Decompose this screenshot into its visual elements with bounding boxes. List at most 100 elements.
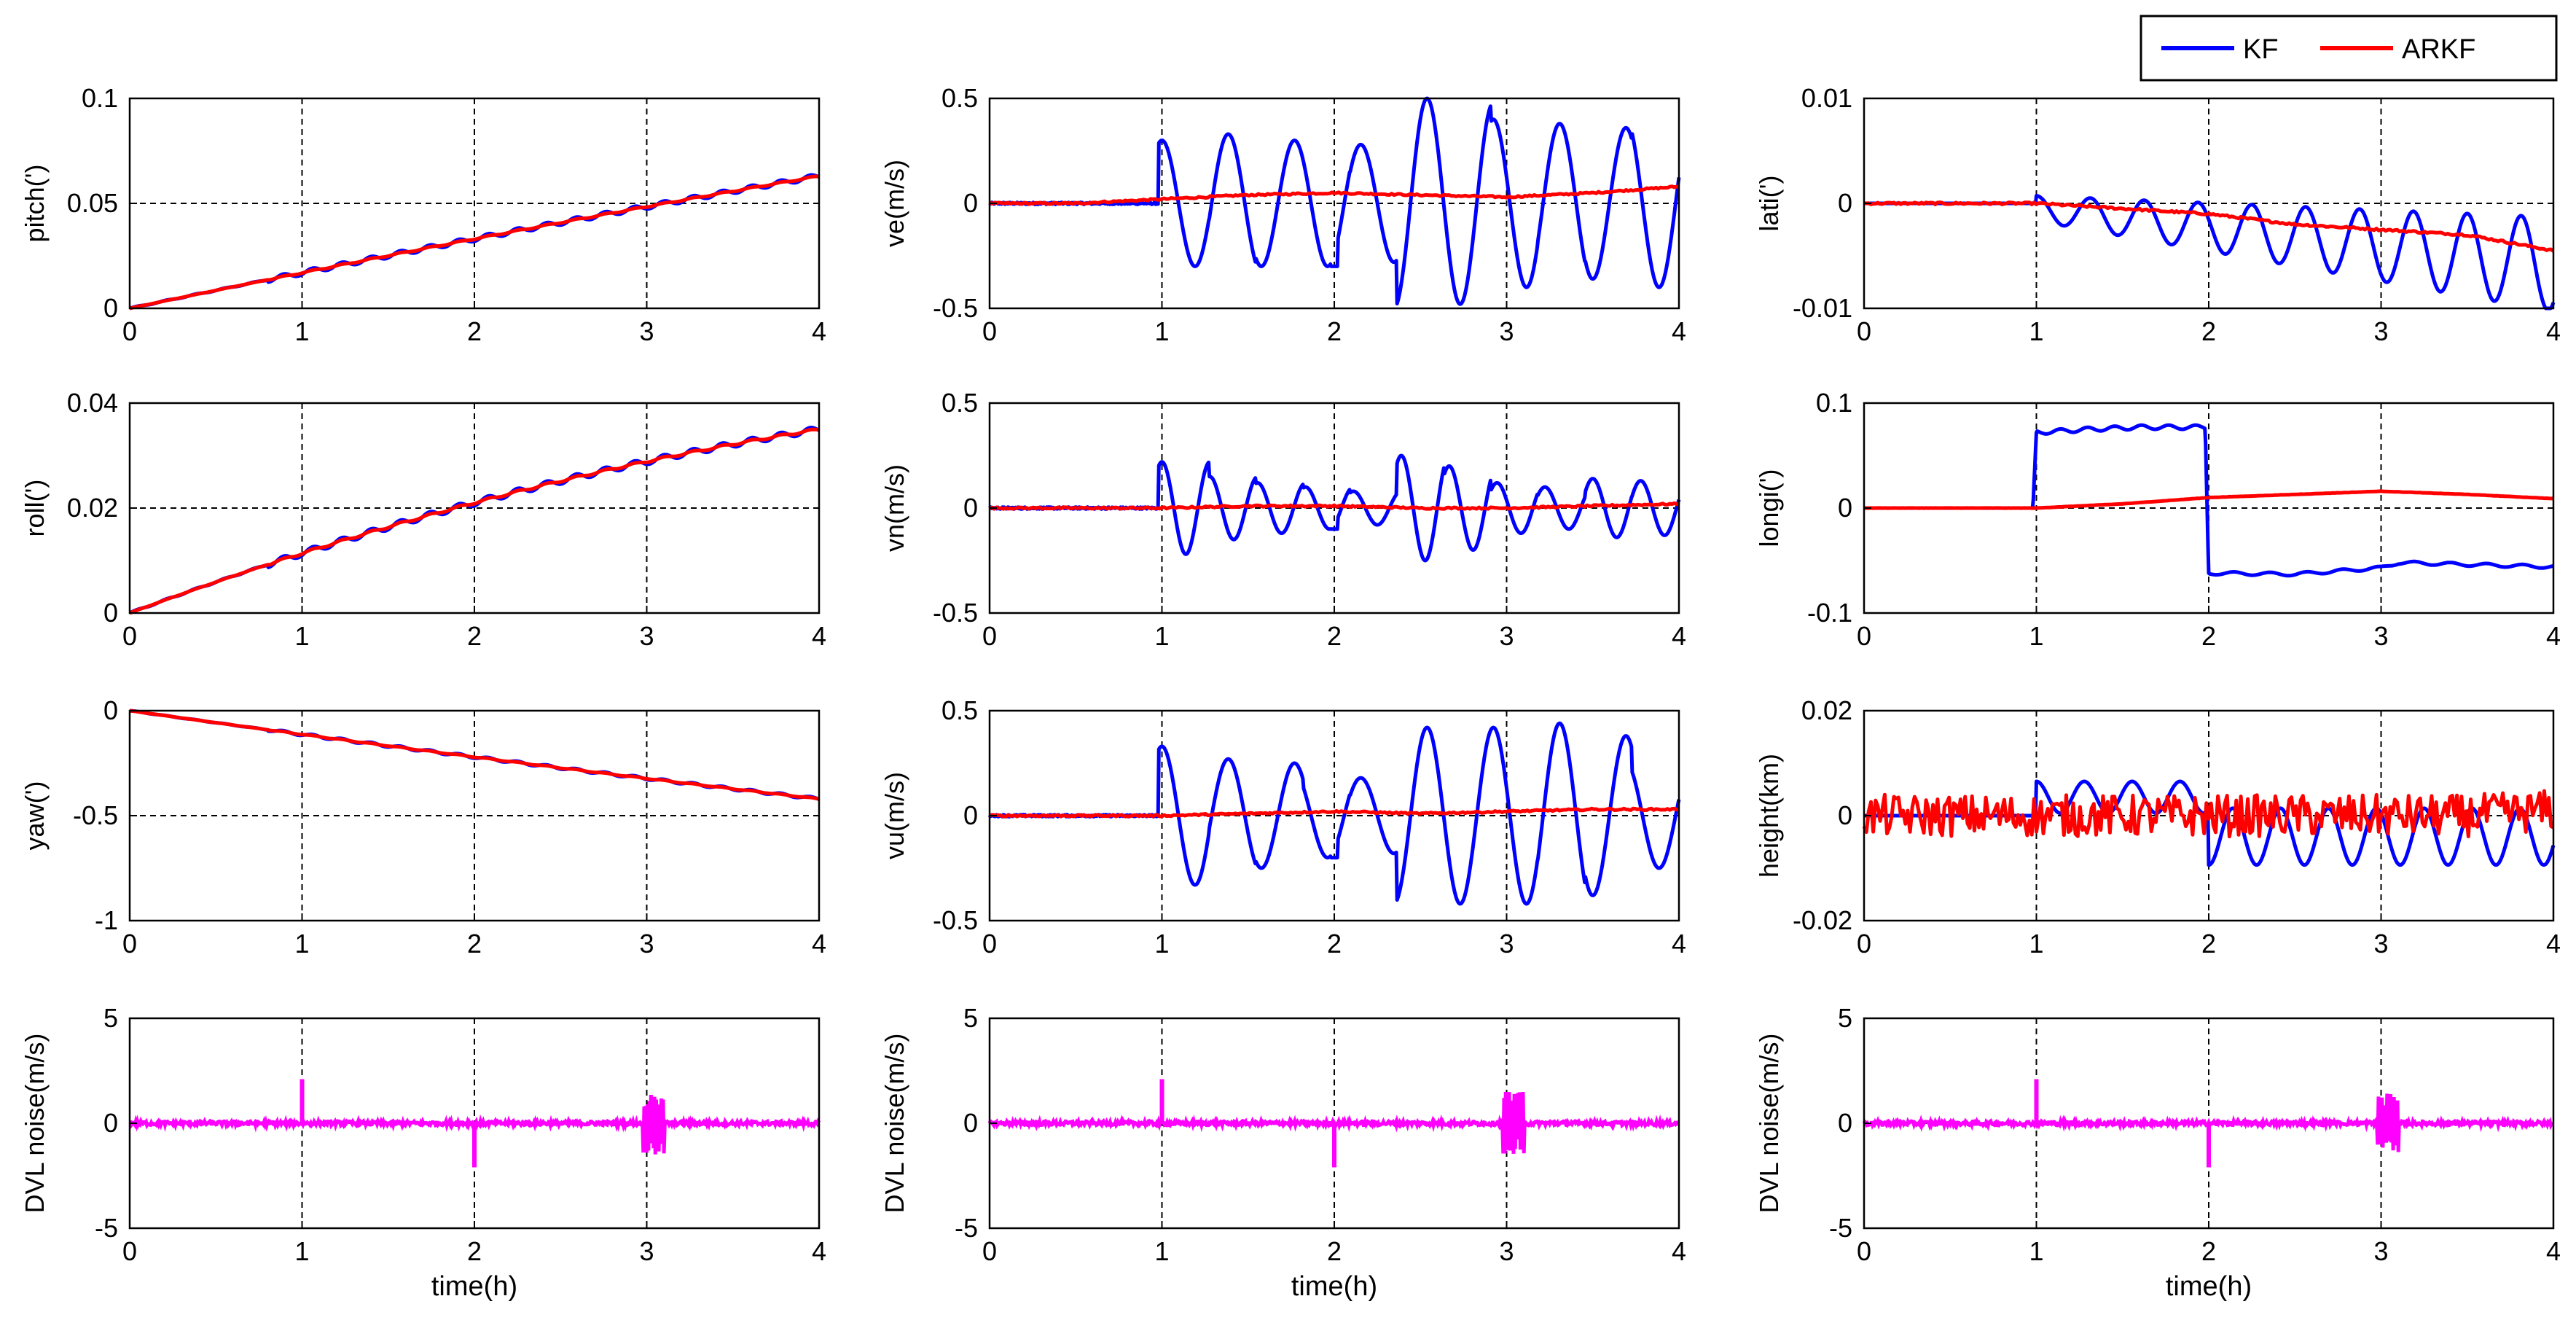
y-tick-label: 0.04 xyxy=(67,388,118,418)
y-tick-label: 0 xyxy=(963,1108,978,1138)
x-tick-label: 3 xyxy=(2373,316,2388,346)
x-tick-label: 0 xyxy=(1857,316,1871,346)
panel-4: 0 1 2 3 4 0 0.02 0.04 roll(') xyxy=(20,388,826,651)
x-tick-label: 2 xyxy=(2201,1236,2216,1266)
arkf-series xyxy=(1863,200,2555,253)
x-tick-label: 4 xyxy=(812,621,826,651)
x-tick-label: 1 xyxy=(1154,621,1169,651)
x-tick-label: 2 xyxy=(467,621,482,651)
noise-series xyxy=(1862,1093,2555,1152)
y-axis-label: DVL noise(m/s) xyxy=(1754,1034,1784,1214)
y-tick-label: 0 xyxy=(1838,188,1852,218)
y-axis-label: vn(m/s) xyxy=(880,464,909,552)
y-axis-label: height(km) xyxy=(1754,754,1784,878)
y-tick-label: 5 xyxy=(1838,1003,1852,1033)
arkf-series xyxy=(1862,789,2555,839)
y-axis-label: yaw(') xyxy=(20,781,50,851)
arkf-series xyxy=(129,709,820,801)
x-tick-label: 0 xyxy=(1857,929,1871,959)
y-tick-label: 0.02 xyxy=(1801,695,1852,725)
x-tick-label: 3 xyxy=(639,621,654,651)
y-tick-label: 0.1 xyxy=(82,83,118,113)
x-tick-label: 2 xyxy=(1327,1236,1342,1266)
x-tick-label: 1 xyxy=(294,316,309,346)
y-tick-label: -0.5 xyxy=(933,905,978,935)
y-tick-label: -0.1 xyxy=(1807,598,1852,628)
arkf-series xyxy=(129,174,820,311)
legend: KF ARKF xyxy=(2140,15,2558,82)
x-tick-label: 4 xyxy=(1672,1236,1686,1266)
x-tick-label: 3 xyxy=(1499,1236,1514,1266)
y-tick-label: 0.5 xyxy=(941,695,978,725)
x-tick-label: 4 xyxy=(1672,316,1686,346)
y-tick-label: -5 xyxy=(955,1213,978,1243)
y-tick-label: -0.5 xyxy=(933,598,978,628)
x-tick-label: 3 xyxy=(639,929,654,959)
y-tick-label: 5 xyxy=(103,1003,118,1033)
x-tick-label: 2 xyxy=(1327,316,1342,346)
x-tick-label: 0 xyxy=(982,621,997,651)
x-axis-label: time(h) xyxy=(431,1271,517,1302)
y-tick-label: -0.5 xyxy=(73,800,118,830)
y-tick-label: 0.05 xyxy=(67,188,118,218)
y-tick-label: 0.1 xyxy=(1816,388,1852,418)
x-tick-label: 4 xyxy=(1672,621,1686,651)
x-tick-label: 4 xyxy=(2546,1236,2561,1266)
x-tick-label: 1 xyxy=(1154,1236,1169,1266)
x-tick-label: 3 xyxy=(639,1236,654,1266)
x-tick-label: 3 xyxy=(2373,929,2388,959)
x-tick-label: 0 xyxy=(122,316,137,346)
panel-7: 0 1 2 3 4 -1 -0.5 0 yaw(') xyxy=(20,695,826,959)
x-tick-label: 1 xyxy=(294,1236,309,1266)
y-tick-label: 0 xyxy=(1838,493,1852,523)
y-tick-label: 0 xyxy=(1838,800,1852,830)
y-tick-label: -5 xyxy=(1829,1213,1852,1243)
y-tick-label: 0.01 xyxy=(1801,83,1852,113)
noise-series xyxy=(128,1095,821,1155)
x-tick-label: 3 xyxy=(1499,316,1514,346)
x-tick-label: 1 xyxy=(1154,929,1169,959)
y-axis-label: pitch(') xyxy=(20,165,50,243)
x-tick-label: 4 xyxy=(812,316,826,346)
y-tick-label: -5 xyxy=(95,1213,118,1243)
y-tick-label: 0 xyxy=(103,293,118,323)
x-tick-label: 2 xyxy=(467,929,482,959)
legend-kf-label: KF xyxy=(2243,34,2279,65)
y-axis-label: DVL noise(m/s) xyxy=(20,1034,50,1214)
x-tick-label: 3 xyxy=(1499,929,1514,959)
y-tick-label: 0.02 xyxy=(67,493,118,523)
x-tick-label: 0 xyxy=(982,316,997,346)
x-tick-label: 4 xyxy=(812,929,826,959)
x-tick-label: 3 xyxy=(1499,621,1514,651)
y-axis-label: vu(m/s) xyxy=(880,772,909,859)
panel-2: 0 1 2 3 4-0.500.5ve(m/s) xyxy=(880,83,1686,346)
x-axis-label: time(h) xyxy=(1291,1271,1377,1302)
x-tick-label: 1 xyxy=(2029,621,2043,651)
arkf-series xyxy=(129,427,820,615)
x-tick-label: 1 xyxy=(294,929,309,959)
x-tick-label: 4 xyxy=(1672,929,1686,959)
y-tick-label: 0 xyxy=(963,493,978,523)
y-tick-label: 0 xyxy=(103,598,118,628)
y-tick-label: 0 xyxy=(103,1108,118,1138)
arkf-series xyxy=(989,501,1680,511)
x-tick-label: 0 xyxy=(982,929,997,959)
x-tick-label: 4 xyxy=(2546,621,2561,651)
x-tick-label: 3 xyxy=(2373,621,2388,651)
y-tick-label: -0.5 xyxy=(933,293,978,323)
x-tick-label: 2 xyxy=(1327,929,1342,959)
x-tick-label: 2 xyxy=(2201,929,2216,959)
x-tick-label: 1 xyxy=(2029,1236,2043,1266)
x-tick-label: 3 xyxy=(639,316,654,346)
y-tick-label: 0 xyxy=(103,695,118,725)
y-axis-label: longi(') xyxy=(1754,469,1784,547)
arkf-series xyxy=(989,806,1680,819)
noise-series xyxy=(987,1091,1680,1154)
